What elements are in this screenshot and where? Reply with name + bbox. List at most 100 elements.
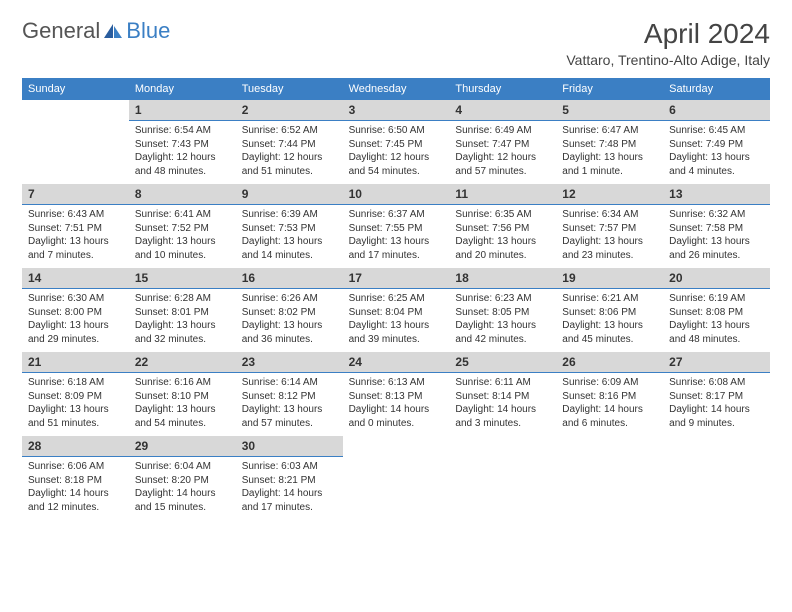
- calendar-cell: 13Sunrise: 6:32 AMSunset: 7:58 PMDayligh…: [663, 184, 770, 268]
- daylight-text: Daylight: 12 hours and 48 minutes.: [135, 151, 230, 178]
- date-number: 1: [129, 100, 236, 121]
- cell-body: Sunrise: 6:39 AMSunset: 7:53 PMDaylight:…: [236, 205, 343, 268]
- sunset-text: Sunset: 8:17 PM: [669, 390, 764, 404]
- daylight-text: Daylight: 13 hours and 17 minutes.: [349, 235, 444, 262]
- cell-body: Sunrise: 6:30 AMSunset: 8:00 PMDaylight:…: [22, 289, 129, 352]
- date-number: 9: [236, 184, 343, 205]
- date-number: 28: [22, 436, 129, 457]
- daylight-text: Daylight: 12 hours and 57 minutes.: [455, 151, 550, 178]
- date-number: 19: [556, 268, 663, 289]
- week-row: 28 Sunrise: 6:06 AMSunset: 8:18 PM Dayligh…: [22, 436, 770, 520]
- calendar-cell: 22Sunrise: 6:16 AMSunset: 8:10 PMDayligh…: [129, 352, 236, 436]
- cell-body: Sunrise: 6:41 AMSunset: 7:52 PMDaylight:…: [129, 205, 236, 268]
- daylight-text: Daylight: 13 hours and 42 minutes.: [455, 319, 550, 346]
- daylight-text: Daylight: 14 hours and 15 minutes.: [135, 487, 230, 514]
- sunset-text: Sunset: 8:12 PM: [242, 390, 337, 404]
- sunset-text: Sunset: 8:13 PM: [349, 390, 444, 404]
- sunrise-text: Sunrise: 6:28 AM: [135, 292, 230, 306]
- weeks-container: . 1Sunrise: 6:54 AMSunset: 7:43 PMDayligh…: [22, 100, 770, 520]
- sunrise-text: Sunrise: 6:03 AM: [242, 460, 337, 474]
- daylight-text: Daylight: 13 hours and 54 minutes.: [135, 403, 230, 430]
- date-number: 4: [449, 100, 556, 121]
- daylight-text: Daylight: 13 hours and 39 minutes.: [349, 319, 444, 346]
- calendar: Sunday Monday Tuesday Wednesday Thursday…: [22, 78, 770, 520]
- date-number: 25: [449, 352, 556, 373]
- calendar-cell: 20Sunrise: 6:19 AMSunset: 8:08 PMDayligh…: [663, 268, 770, 352]
- daylight-text: Daylight: 13 hours and 4 minutes.: [669, 151, 764, 178]
- day-headers-row: Sunday Monday Tuesday Wednesday Thursday…: [22, 78, 770, 100]
- daylight-text: Daylight: 13 hours and 10 minutes.: [135, 235, 230, 262]
- sunrise-text: Sunrise: 6:09 AM: [562, 376, 657, 390]
- sunset-text: Sunset: 8:16 PM: [562, 390, 657, 404]
- daylight-text: Daylight: 13 hours and 32 minutes.: [135, 319, 230, 346]
- cell-body: Sunrise: 6:16 AMSunset: 8:10 PMDaylight:…: [129, 373, 236, 436]
- sunrise-text: Sunrise: 6:35 AM: [455, 208, 550, 222]
- date-number: 18: [449, 268, 556, 289]
- sunset-text: Sunset: 8:20 PM: [135, 474, 230, 488]
- date-number: 27: [663, 352, 770, 373]
- date-number: 5: [556, 100, 663, 121]
- calendar-cell: .: [343, 436, 450, 520]
- calendar-cell: .: [556, 436, 663, 520]
- daylight-text: Daylight: 13 hours and 23 minutes.: [562, 235, 657, 262]
- sunset-text: Sunset: 7:52 PM: [135, 222, 230, 236]
- date-number: 7: [22, 184, 129, 205]
- calendar-cell: 21Sunrise: 6:18 AMSunset: 8:09 PMDayligh…: [22, 352, 129, 436]
- sunset-text: Sunset: 8:18 PM: [28, 474, 123, 488]
- calendar-cell: 17Sunrise: 6:25 AMSunset: 8:04 PMDayligh…: [343, 268, 450, 352]
- month-title: April 2024: [566, 18, 770, 50]
- calendar-cell: 11Sunrise: 6:35 AMSunset: 7:56 PMDayligh…: [449, 184, 556, 268]
- daylight-text: Daylight: 13 hours and 45 minutes.: [562, 319, 657, 346]
- sunrise-text: Sunrise: 6:49 AM: [455, 124, 550, 138]
- calendar-cell: 19Sunrise: 6:21 AMSunset: 8:06 PMDayligh…: [556, 268, 663, 352]
- calendar-cell: 8Sunrise: 6:41 AMSunset: 7:52 PMDaylight…: [129, 184, 236, 268]
- day-header: Tuesday: [236, 78, 343, 100]
- sunset-text: Sunset: 7:48 PM: [562, 138, 657, 152]
- calendar-cell: .: [449, 436, 556, 520]
- sunrise-text: Sunrise: 6:23 AM: [455, 292, 550, 306]
- cell-body: Sunrise: 6:52 AMSunset: 7:44 PMDaylight:…: [236, 121, 343, 184]
- cell-body: Sunrise: 6:54 AMSunset: 7:43 PMDaylight:…: [129, 121, 236, 184]
- cell-body: Sunrise: 6:37 AMSunset: 7:55 PMDaylight:…: [343, 205, 450, 268]
- sunrise-text: Sunrise: 6:18 AM: [28, 376, 123, 390]
- date-number: 14: [22, 268, 129, 289]
- cell-body: Sunrise: 6:14 AMSunset: 8:12 PMDaylight:…: [236, 373, 343, 436]
- sunrise-text: Sunrise: 6:06 AM: [28, 460, 123, 474]
- sunrise-text: Sunrise: 6:21 AM: [562, 292, 657, 306]
- sunset-text: Sunset: 7:44 PM: [242, 138, 337, 152]
- sunset-text: Sunset: 8:04 PM: [349, 306, 444, 320]
- sunrise-text: Sunrise: 6:54 AM: [135, 124, 230, 138]
- daylight-text: Daylight: 13 hours and 29 minutes.: [28, 319, 123, 346]
- sunset-text: Sunset: 7:58 PM: [669, 222, 764, 236]
- cell-body: Sunrise: 6:23 AMSunset: 8:05 PMDaylight:…: [449, 289, 556, 352]
- calendar-cell: 24Sunrise: 6:13 AMSunset: 8:13 PMDayligh…: [343, 352, 450, 436]
- cell-body: Sunrise: 6:13 AMSunset: 8:13 PMDaylight:…: [343, 373, 450, 436]
- cell-body: Sunrise: 6:34 AMSunset: 7:57 PMDaylight:…: [556, 205, 663, 268]
- sunset-text: Sunset: 8:09 PM: [28, 390, 123, 404]
- calendar-cell: 6Sunrise: 6:45 AMSunset: 7:49 PMDaylight…: [663, 100, 770, 184]
- calendar-cell: 28Sunrise: 6:06 AMSunset: 8:18 PMDayligh…: [22, 436, 129, 520]
- sunrise-text: Sunrise: 6:32 AM: [669, 208, 764, 222]
- date-number: 15: [129, 268, 236, 289]
- daylight-text: Daylight: 13 hours and 51 minutes.: [28, 403, 123, 430]
- sunrise-text: Sunrise: 6:34 AM: [562, 208, 657, 222]
- cell-body: Sunrise: 6:25 AMSunset: 8:04 PMDaylight:…: [343, 289, 450, 352]
- logo-sail-icon: [102, 22, 124, 40]
- sunrise-text: Sunrise: 6:43 AM: [28, 208, 123, 222]
- cell-body: Sunrise: 6:11 AMSunset: 8:14 PMDaylight:…: [449, 373, 556, 436]
- date-number: 6: [663, 100, 770, 121]
- calendar-cell: 30Sunrise: 6:03 AMSunset: 8:21 PMDayligh…: [236, 436, 343, 520]
- calendar-cell: 25Sunrise: 6:11 AMSunset: 8:14 PMDayligh…: [449, 352, 556, 436]
- date-number: 20: [663, 268, 770, 289]
- logo-text-general: General: [22, 18, 100, 44]
- daylight-text: Daylight: 14 hours and 0 minutes.: [349, 403, 444, 430]
- sunrise-text: Sunrise: 6:14 AM: [242, 376, 337, 390]
- date-number: 13: [663, 184, 770, 205]
- calendar-cell: 12Sunrise: 6:34 AMSunset: 7:57 PMDayligh…: [556, 184, 663, 268]
- sunset-text: Sunset: 7:47 PM: [455, 138, 550, 152]
- sunset-text: Sunset: 7:56 PM: [455, 222, 550, 236]
- calendar-cell: 3Sunrise: 6:50 AMSunset: 7:45 PMDaylight…: [343, 100, 450, 184]
- date-number: 17: [343, 268, 450, 289]
- location-text: Vattaro, Trentino-Alto Adige, Italy: [566, 52, 770, 68]
- daylight-text: Daylight: 12 hours and 54 minutes.: [349, 151, 444, 178]
